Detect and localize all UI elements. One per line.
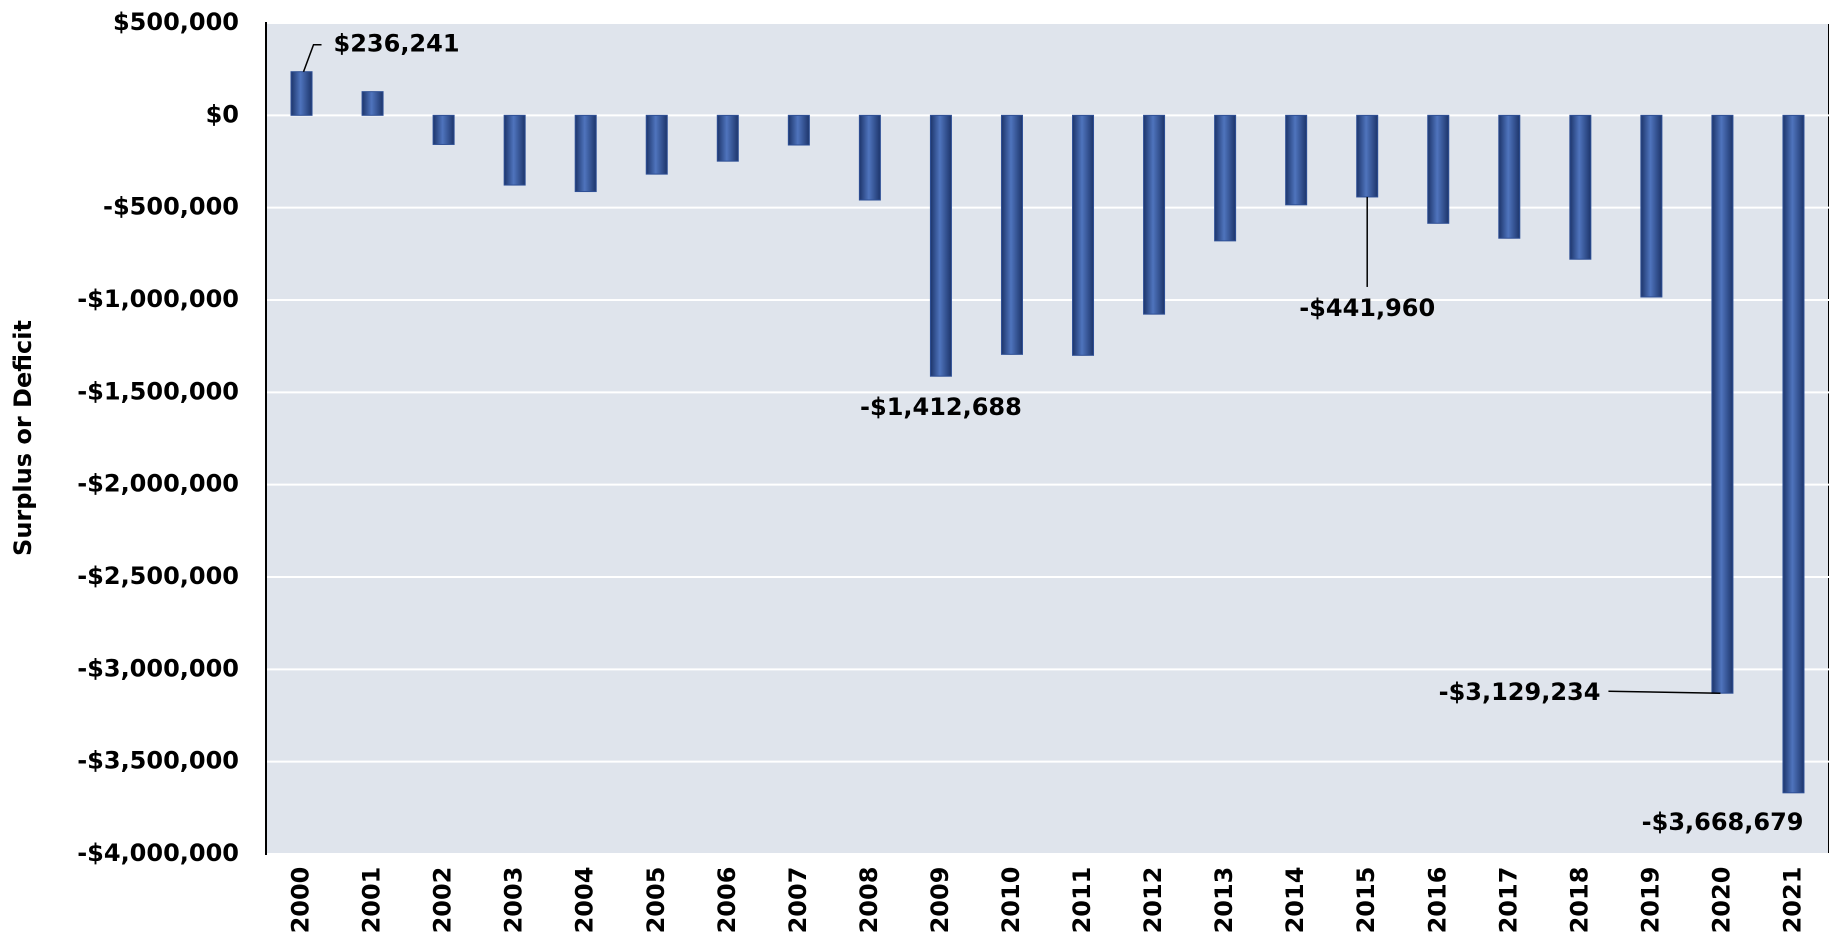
x-tick-label: 2010 xyxy=(997,867,1025,934)
leader-line xyxy=(302,43,322,72)
y-tick-label: -$1,500,000 xyxy=(77,377,239,405)
x-tick-label: 2004 xyxy=(571,867,599,934)
x-tick-label: 2011 xyxy=(1068,867,1096,934)
x-tick-label: 2019 xyxy=(1636,867,1664,934)
x-tick-label: 2018 xyxy=(1565,867,1593,934)
x-tick-label: 2021 xyxy=(1778,867,1806,934)
bar xyxy=(503,114,526,186)
x-tick-label: 2005 xyxy=(642,867,670,934)
bar xyxy=(1143,114,1166,315)
y-tick-label: -$1,000,000 xyxy=(77,285,239,313)
bar xyxy=(929,114,952,377)
y-tick-label: -$3,500,000 xyxy=(77,747,239,775)
bar xyxy=(1782,114,1805,794)
x-tick-label: 2014 xyxy=(1281,867,1309,934)
bar xyxy=(361,91,384,116)
bar xyxy=(1569,114,1592,260)
x-tick-label: 2001 xyxy=(358,867,386,934)
leader-line xyxy=(1608,690,1721,694)
data-label: -$3,129,234 xyxy=(1439,678,1601,706)
x-tick-label: 2016 xyxy=(1423,867,1451,934)
plot-area xyxy=(265,22,1829,855)
y-tick-label: $500,000 xyxy=(113,8,239,36)
x-tick-label: 2003 xyxy=(500,867,528,934)
bar xyxy=(716,114,739,162)
bar xyxy=(645,114,668,175)
data-label: -$441,960 xyxy=(1299,294,1435,322)
bar xyxy=(1498,114,1521,239)
data-label: -$1,412,688 xyxy=(860,393,1022,421)
bar xyxy=(1214,114,1237,242)
x-tick-label: 2020 xyxy=(1707,867,1735,934)
x-tick-label: 2007 xyxy=(784,867,812,934)
bar xyxy=(1072,114,1095,356)
x-tick-label: 2017 xyxy=(1494,867,1522,934)
x-tick-label: 2002 xyxy=(429,867,457,934)
y-tick-label: -$2,000,000 xyxy=(77,470,239,498)
bar xyxy=(432,114,455,145)
x-tick-label: 2008 xyxy=(855,867,883,934)
bar xyxy=(1640,114,1663,298)
x-tick-label: 2012 xyxy=(1139,867,1167,934)
x-tick-label: 2009 xyxy=(926,867,954,934)
y-tick-label: -$2,500,000 xyxy=(77,562,239,590)
y-tick-label: -$3,000,000 xyxy=(77,654,239,682)
x-tick-label: 2006 xyxy=(713,867,741,934)
bar xyxy=(1285,114,1308,206)
bar xyxy=(1000,114,1023,355)
bar xyxy=(1356,114,1379,198)
y-tick-label: -$500,000 xyxy=(103,193,239,221)
bar xyxy=(787,114,810,146)
bar xyxy=(574,114,597,193)
x-tick-label: 2015 xyxy=(1352,867,1380,934)
bar xyxy=(290,71,313,116)
y-tick-label: $0 xyxy=(206,100,239,128)
y-tick-label: -$4,000,000 xyxy=(77,839,239,867)
data-label: $236,241 xyxy=(334,30,460,58)
bar xyxy=(1711,114,1734,694)
y-axis-label: Surplus or Deficit xyxy=(9,320,37,556)
data-label: -$3,668,679 xyxy=(1642,808,1804,836)
bar xyxy=(1427,114,1450,224)
bar xyxy=(858,114,881,201)
x-tick-label: 2013 xyxy=(1210,867,1238,934)
x-tick-label: 2000 xyxy=(287,867,315,934)
